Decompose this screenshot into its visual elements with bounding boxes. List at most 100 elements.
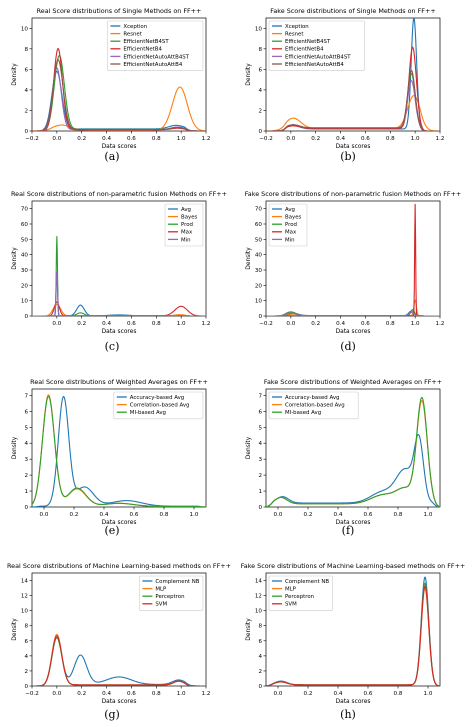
y-tick-label: 1 — [258, 489, 262, 495]
series-lines — [266, 396, 440, 507]
y-tick-label: 6 — [24, 409, 28, 415]
legend-entry: Max — [285, 230, 297, 236]
x-tick-label: 0.2 — [304, 691, 313, 697]
series-lines — [32, 394, 206, 507]
y-tick-label: 2 — [258, 108, 262, 114]
x-tick-label: 0.6 — [364, 512, 373, 518]
series-line-svm — [32, 635, 206, 686]
legend-entry: Min — [285, 237, 295, 243]
series-line-mlp — [32, 633, 206, 686]
legend-entry: Accuracy-based Avg — [130, 395, 184, 401]
legend-entry: SVM — [285, 602, 297, 608]
subfigure-label: (c) — [105, 340, 120, 353]
x-tick-label: 0.8 — [152, 691, 161, 697]
chart-title: Real Score distributions of Machine Lear… — [7, 562, 231, 570]
axes-frame — [31, 17, 207, 132]
axes-frame — [31, 388, 207, 508]
y-tick-label: 6 — [258, 67, 262, 73]
y-tick-label: 10 — [21, 26, 29, 32]
x-tick-label: 0.6 — [127, 691, 136, 697]
series-line-efficientnetautoattb4 — [32, 59, 206, 131]
y-tick-label: 6 — [258, 409, 262, 415]
legend-box — [113, 391, 204, 420]
y-tick-label: 8 — [24, 47, 28, 53]
x-tick-label: 0.8 — [152, 321, 161, 327]
y-tick-label: 0 — [24, 505, 28, 511]
x-tick-label: 0.2 — [311, 321, 320, 327]
y-tick-label: 4 — [24, 88, 28, 94]
y-tick-label: 70 — [21, 207, 29, 213]
y-tick-label: 50 — [255, 237, 263, 243]
legend: Accuracy-based Avg Correlation-based AvgM… — [268, 391, 359, 420]
y-tick-label: 8 — [258, 624, 262, 630]
legend-entry: Resnet — [285, 32, 303, 38]
y-tick-label: 2 — [24, 473, 28, 479]
legend-box — [268, 20, 365, 71]
y-tick-label: 5 — [24, 425, 28, 431]
legend-entry: Avg — [181, 207, 191, 213]
x-tick-label: 1.0 — [411, 321, 420, 327]
x-tick-label: 1.0 — [177, 136, 186, 142]
legend-entry: Xception — [285, 24, 309, 30]
x-tick-label: 0.2 — [77, 321, 86, 327]
legend-entry: MI-based Avg — [285, 410, 321, 416]
y-tick-label: 30 — [21, 268, 29, 274]
y-axis-label: Density — [12, 63, 18, 86]
series-lines — [32, 236, 206, 316]
y-tick-label: 5 — [258, 425, 262, 431]
x-tick-label: 0.2 — [311, 136, 320, 142]
y-tick-label: 0 — [258, 505, 262, 511]
x-tick-label: 0.6 — [130, 512, 139, 518]
legend-box — [107, 20, 204, 71]
y-tick-label: 40 — [21, 253, 29, 259]
y-tick-label: 8 — [258, 47, 262, 53]
x-tick-label: −0.2 — [259, 321, 273, 327]
y-axis-label: Density — [246, 63, 252, 86]
x-tick-label: 0.2 — [77, 691, 86, 697]
x-tick-label: 0.4 — [334, 691, 343, 697]
x-axis-label: Data scores — [102, 699, 137, 705]
legend-entry: EfficientNetAutoAttB4ST — [123, 54, 189, 60]
x-tick-label: 0.6 — [127, 321, 136, 327]
x-tick-label: −0.2 — [25, 136, 39, 142]
x-tick-label: 0.4 — [100, 512, 109, 518]
series-line-efficientnetautoattb4st — [266, 79, 440, 131]
axes-frame — [265, 17, 441, 132]
series-line-accuracy-based-avg — [266, 433, 440, 507]
subfigure-label: (e) — [104, 524, 119, 537]
y-tick-label: 0 — [258, 129, 262, 135]
legend-entry: Prod — [181, 222, 193, 228]
chart-panel-b: Fake Score distributions of Single Metho… — [246, 7, 444, 163]
x-tick-label: 1.2 — [436, 321, 445, 327]
y-tick-label: 10 — [255, 299, 263, 305]
legend-entry: EfficientNetB4ST — [285, 39, 331, 45]
legend-entry: Perceptron — [285, 594, 314, 600]
legend-entry: MI-based Avg — [130, 410, 166, 416]
y-tick-label: 0 — [24, 314, 28, 320]
y-tick-label: 12 — [21, 594, 28, 600]
y-tick-label: 4 — [258, 654, 262, 660]
y-tick-label: 20 — [21, 283, 29, 289]
y-tick-label: 6 — [24, 639, 28, 645]
legend-entry: EfficientNetAutoAttB4 — [285, 62, 344, 68]
x-tick-label: 0.4 — [102, 691, 111, 697]
y-tick-label: 6 — [258, 639, 262, 645]
legend-box — [268, 575, 333, 611]
x-tick-label: 0.0 — [274, 691, 283, 697]
x-tick-label: 0.6 — [127, 136, 136, 142]
legend-entry: Avg — [285, 207, 295, 213]
series-line-svm — [266, 585, 440, 686]
x-tick-label: 0.0 — [274, 512, 283, 518]
x-axis-label: Data scores — [102, 144, 137, 150]
x-tick-label: 1.0 — [177, 691, 186, 697]
y-tick-label: 1 — [24, 489, 28, 495]
legend-entry: MLP — [285, 587, 297, 593]
legend-entry: Xception — [123, 24, 147, 30]
y-tick-label: 2 — [258, 669, 262, 675]
legend-entry: MLP — [155, 587, 167, 593]
subfigure-label: (g) — [104, 708, 120, 721]
x-tick-label: 1.0 — [424, 691, 433, 697]
